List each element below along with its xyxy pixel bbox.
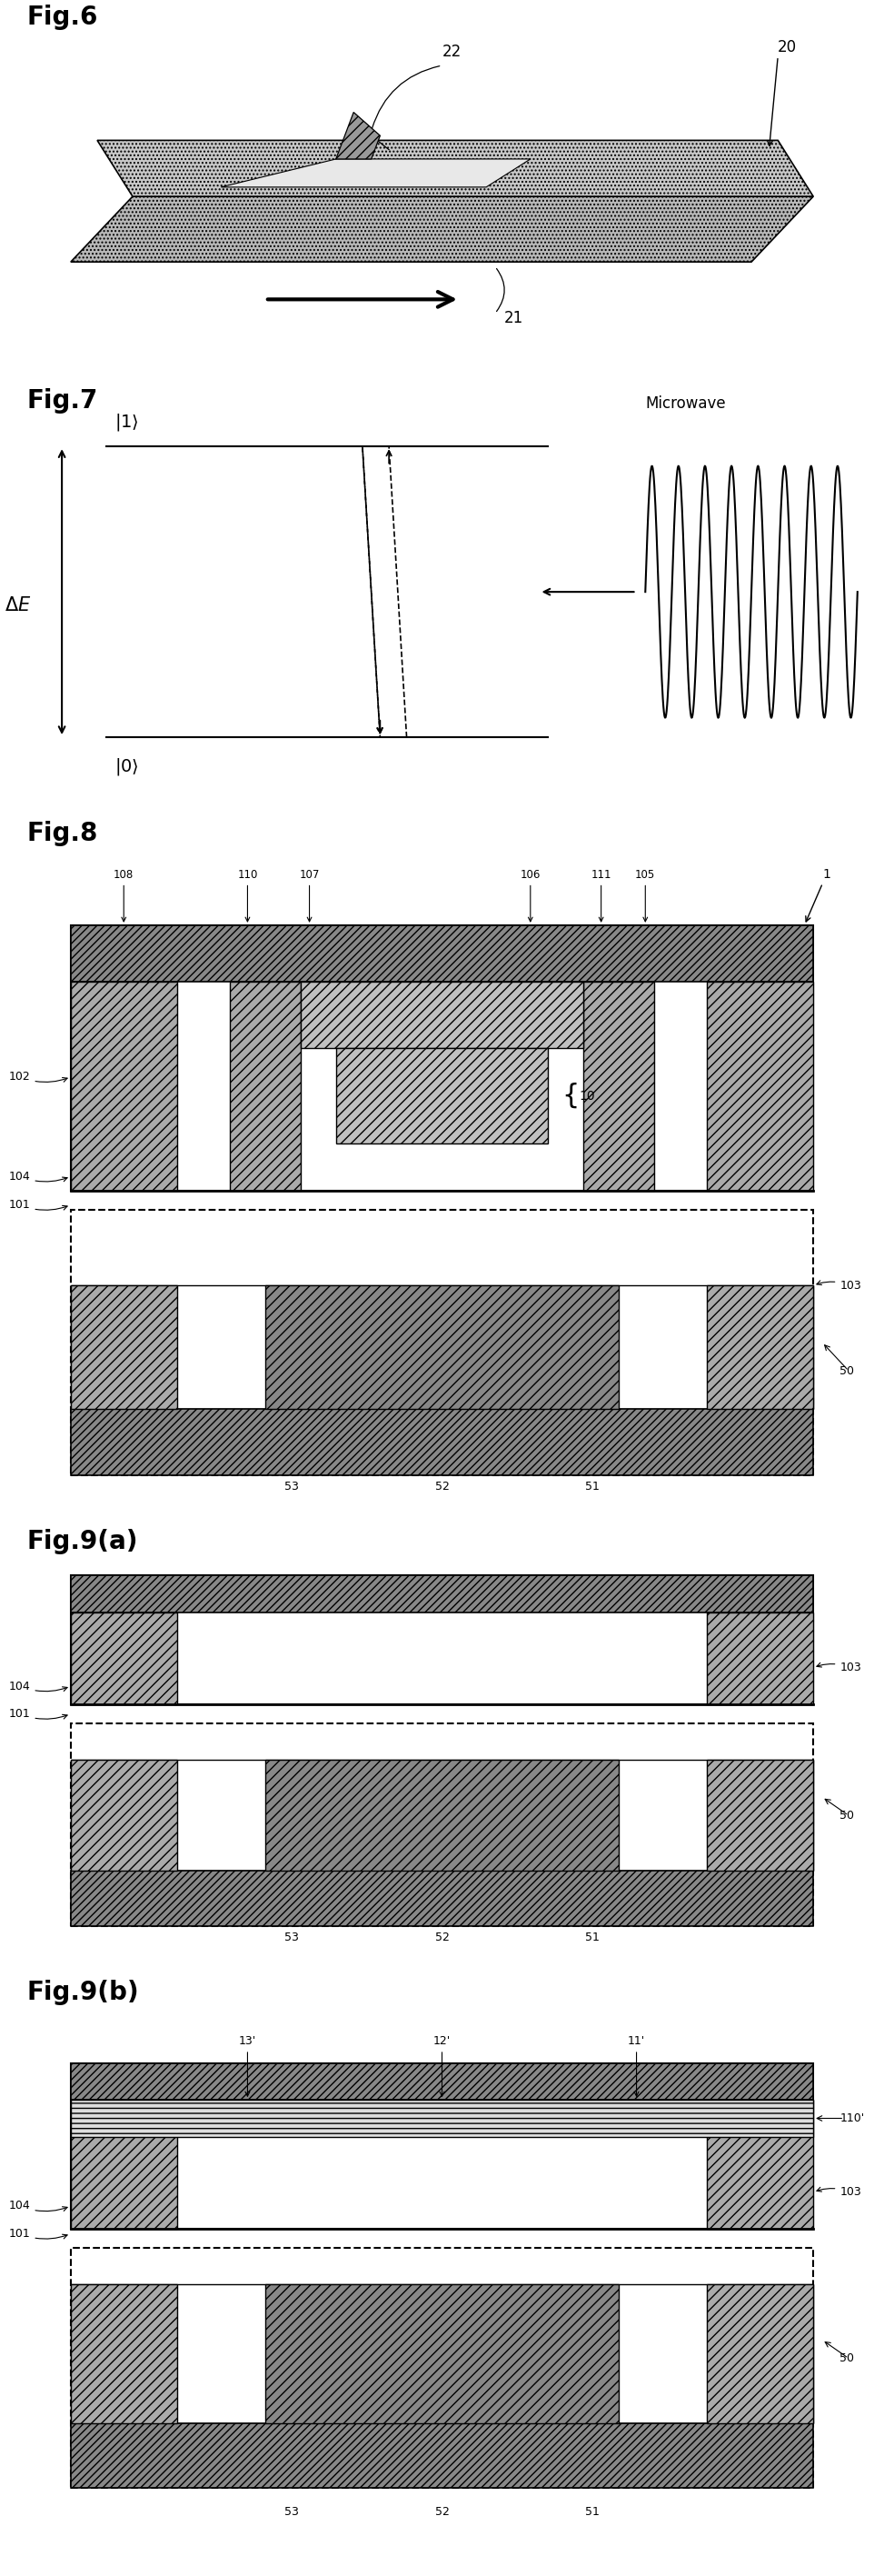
Bar [71, 1409, 813, 1476]
Text: $|1\rangle$: $|1\rangle$ [115, 412, 140, 433]
Text: 11': 11' [628, 2035, 645, 2097]
Bar [265, 1285, 619, 1409]
Bar [71, 1613, 177, 1705]
Text: 1: 1 [805, 868, 831, 922]
Text: Fig.6: Fig.6 [27, 5, 98, 31]
Text: 104: 104 [9, 2200, 67, 2213]
Bar [265, 1759, 619, 1870]
Bar [707, 1613, 813, 1705]
Bar [707, 2285, 813, 2424]
Bar [301, 981, 583, 1048]
Text: 103: 103 [817, 2187, 861, 2197]
Text: Fig.9(b): Fig.9(b) [27, 1981, 139, 2004]
Text: 20: 20 [778, 39, 797, 54]
Bar [707, 981, 813, 1190]
Text: 51: 51 [585, 1932, 599, 1942]
Text: 12': 12' [433, 2035, 451, 2097]
Bar [265, 2285, 619, 2424]
Bar [71, 2063, 813, 2099]
Bar [71, 2285, 813, 2424]
Text: 51: 51 [585, 2506, 599, 2517]
Text: 105: 105 [636, 868, 655, 922]
Text: Fig.9(a): Fig.9(a) [27, 1530, 138, 1553]
Text: 52: 52 [435, 1481, 449, 1492]
Text: 10: 10 [579, 1090, 595, 1103]
Text: 104: 104 [9, 1680, 67, 1692]
Text: 108: 108 [114, 868, 133, 922]
Bar [71, 2424, 813, 2488]
Polygon shape [221, 160, 530, 188]
Bar [71, 1577, 813, 1705]
Text: 21: 21 [504, 309, 523, 327]
Text: Fig.7: Fig.7 [27, 389, 98, 415]
Text: 107: 107 [300, 868, 319, 922]
Bar [71, 981, 177, 1190]
Text: 53: 53 [285, 1932, 299, 1942]
Text: 111: 111 [591, 868, 612, 922]
Text: 101: 101 [9, 1708, 67, 1721]
Text: 110': 110' [840, 2112, 865, 2125]
Text: 52: 52 [435, 2506, 449, 2517]
Text: $|0\rangle$: $|0\rangle$ [115, 757, 140, 778]
Bar [707, 1285, 813, 1409]
Text: 50: 50 [840, 2352, 854, 2365]
Text: 51: 51 [585, 1481, 599, 1492]
Bar [71, 2099, 813, 2136]
Text: Fig.8: Fig.8 [27, 822, 98, 848]
Bar [71, 2099, 177, 2228]
Text: 101: 101 [9, 2228, 67, 2239]
Bar [71, 1723, 813, 1927]
Bar [71, 2246, 813, 2488]
Text: 102: 102 [9, 1072, 67, 1082]
Bar [71, 1870, 813, 1927]
Bar [71, 1759, 177, 1870]
Bar [336, 1048, 548, 1144]
Bar [71, 2285, 177, 2424]
Bar [71, 925, 813, 981]
Text: 13': 13' [239, 2035, 256, 2097]
Bar [71, 1577, 813, 1613]
Bar [71, 2063, 813, 2228]
Text: $\Delta E$: $\Delta E$ [4, 598, 31, 616]
Polygon shape [97, 139, 813, 196]
Bar [583, 981, 654, 1190]
Text: Microwave: Microwave [645, 394, 726, 412]
Bar [707, 2099, 813, 2228]
Text: 50: 50 [840, 1365, 854, 1376]
Text: 22: 22 [442, 44, 461, 59]
Text: 50: 50 [840, 1808, 854, 1821]
Text: 53: 53 [285, 2506, 299, 2517]
Text: 103: 103 [817, 1662, 861, 1674]
Bar [71, 1211, 813, 1476]
Text: {: { [561, 1082, 579, 1110]
Text: 103: 103 [817, 1280, 861, 1291]
Bar [230, 981, 301, 1190]
Polygon shape [336, 113, 380, 160]
Bar [71, 1285, 177, 1409]
Text: 106: 106 [521, 868, 540, 922]
Bar [707, 1759, 813, 1870]
Text: 53: 53 [285, 1481, 299, 1492]
Bar [71, 1759, 813, 1870]
Text: 52: 52 [435, 1932, 449, 1942]
Bar [71, 1285, 813, 1409]
Polygon shape [71, 196, 813, 263]
Text: 101: 101 [9, 1198, 67, 1211]
Bar [71, 925, 813, 1190]
Text: 104: 104 [9, 1170, 67, 1182]
Text: 110: 110 [238, 868, 257, 922]
